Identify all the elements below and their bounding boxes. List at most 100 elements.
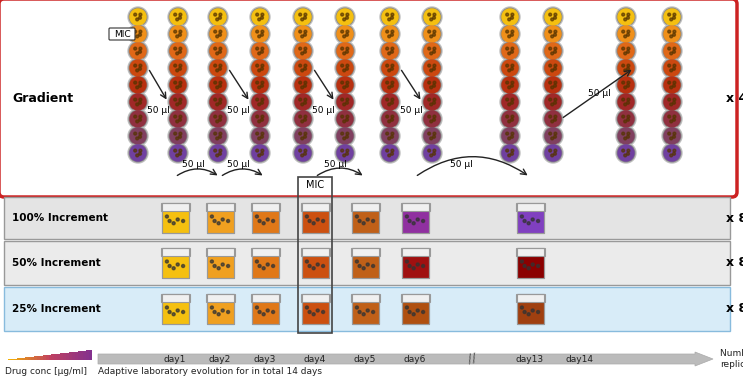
Circle shape xyxy=(295,9,311,25)
Circle shape xyxy=(262,222,265,225)
Circle shape xyxy=(428,81,431,84)
Circle shape xyxy=(345,102,348,104)
Bar xyxy=(401,294,429,324)
Circle shape xyxy=(134,13,137,16)
Circle shape xyxy=(382,94,398,110)
Circle shape xyxy=(299,149,302,152)
Circle shape xyxy=(139,64,142,67)
Bar xyxy=(516,203,543,233)
Circle shape xyxy=(520,260,523,263)
Circle shape xyxy=(251,8,269,26)
Circle shape xyxy=(252,9,268,25)
Circle shape xyxy=(294,8,312,26)
Bar xyxy=(161,294,189,324)
Circle shape xyxy=(343,18,345,21)
Bar xyxy=(351,203,378,233)
Circle shape xyxy=(130,26,146,42)
Circle shape xyxy=(381,110,399,128)
Circle shape xyxy=(663,25,681,43)
Circle shape xyxy=(622,30,625,33)
Circle shape xyxy=(429,120,432,123)
Circle shape xyxy=(429,52,432,55)
Circle shape xyxy=(179,30,182,33)
Circle shape xyxy=(664,26,680,42)
Bar xyxy=(251,294,279,324)
Bar xyxy=(161,203,189,233)
Circle shape xyxy=(256,306,259,309)
Circle shape xyxy=(502,42,519,60)
Bar xyxy=(516,294,543,324)
Circle shape xyxy=(210,94,226,110)
Circle shape xyxy=(336,127,354,145)
Circle shape xyxy=(301,52,304,55)
Circle shape xyxy=(272,265,275,268)
Circle shape xyxy=(391,30,394,33)
Circle shape xyxy=(422,58,442,78)
Bar xyxy=(31,357,34,360)
Circle shape xyxy=(433,64,436,67)
Circle shape xyxy=(336,144,354,162)
Circle shape xyxy=(622,81,625,84)
Circle shape xyxy=(210,25,227,43)
Circle shape xyxy=(502,144,519,162)
Circle shape xyxy=(663,93,681,111)
Circle shape xyxy=(502,59,519,77)
Circle shape xyxy=(341,115,344,118)
Circle shape xyxy=(664,128,680,144)
Circle shape xyxy=(293,41,313,61)
Circle shape xyxy=(433,81,436,84)
Circle shape xyxy=(214,30,217,33)
Circle shape xyxy=(622,149,625,152)
Circle shape xyxy=(554,81,557,84)
Bar xyxy=(69,352,72,360)
Circle shape xyxy=(176,309,179,312)
Circle shape xyxy=(176,120,178,123)
Circle shape xyxy=(669,52,672,55)
Bar xyxy=(302,203,328,233)
Circle shape xyxy=(500,126,520,146)
Circle shape xyxy=(301,137,304,140)
Circle shape xyxy=(341,47,344,50)
Bar xyxy=(45,355,48,360)
Circle shape xyxy=(299,115,302,118)
Circle shape xyxy=(219,81,222,84)
Circle shape xyxy=(170,9,186,25)
Circle shape xyxy=(250,92,270,112)
Circle shape xyxy=(433,47,436,50)
Circle shape xyxy=(130,111,146,127)
Circle shape xyxy=(218,84,221,87)
Circle shape xyxy=(506,132,509,135)
Circle shape xyxy=(336,76,354,94)
Circle shape xyxy=(294,144,312,162)
Circle shape xyxy=(502,110,519,128)
Bar xyxy=(72,352,74,360)
Circle shape xyxy=(663,8,681,26)
Circle shape xyxy=(172,267,175,270)
Circle shape xyxy=(213,310,216,314)
Text: MIC: MIC xyxy=(114,30,130,39)
Bar xyxy=(516,294,545,302)
Circle shape xyxy=(380,75,400,95)
Circle shape xyxy=(258,137,261,140)
Circle shape xyxy=(662,126,682,146)
Circle shape xyxy=(305,215,308,218)
Circle shape xyxy=(362,267,365,270)
Bar xyxy=(351,294,380,302)
Circle shape xyxy=(215,69,218,72)
Circle shape xyxy=(256,30,259,33)
Circle shape xyxy=(626,50,629,53)
Bar xyxy=(11,359,13,360)
Circle shape xyxy=(227,310,230,314)
Circle shape xyxy=(317,218,319,221)
Bar xyxy=(28,357,31,360)
Circle shape xyxy=(251,127,269,145)
Circle shape xyxy=(663,144,681,162)
Circle shape xyxy=(221,218,224,221)
Circle shape xyxy=(664,94,680,110)
Circle shape xyxy=(345,152,348,155)
Circle shape xyxy=(616,24,636,44)
Circle shape xyxy=(218,16,221,19)
Circle shape xyxy=(304,50,306,53)
Circle shape xyxy=(366,309,369,312)
Circle shape xyxy=(336,8,354,26)
